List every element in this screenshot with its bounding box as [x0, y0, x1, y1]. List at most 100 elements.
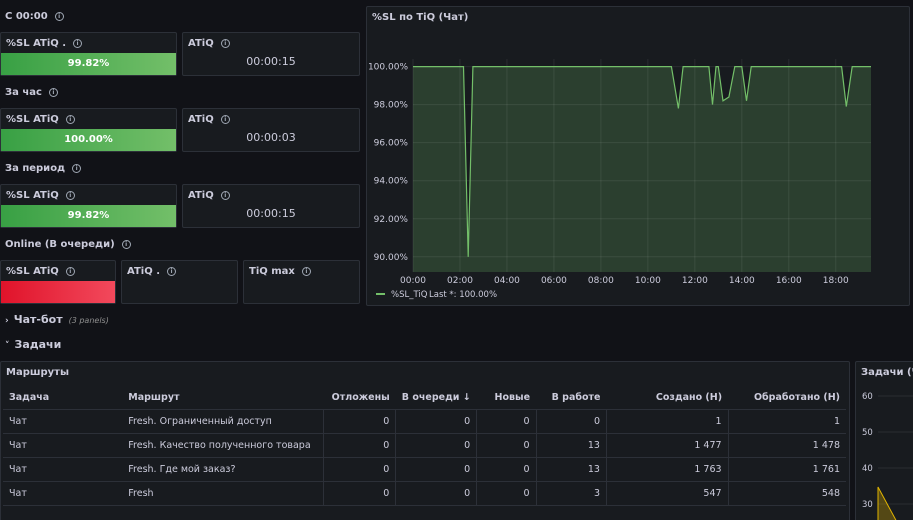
y-tick-label: 90.00%	[374, 253, 409, 263]
cell-deferred: 0	[323, 481, 396, 506]
x-tick-label: 10:00	[635, 276, 661, 286]
table-row[interactable]: Чат Fresh. Качество полученного товара 0 0 0…	[3, 433, 846, 458]
col-header-queue[interactable]: В очереди ↓	[395, 387, 477, 410]
atiq-value: 00:00:03	[246, 131, 296, 144]
stat-panel-atiq-online[interactable]: ATiQ .i	[121, 260, 238, 304]
arrow-down-icon: ↓	[462, 392, 471, 404]
cell-in-progress: 13	[535, 433, 607, 458]
routes-table-panel[interactable]: Маршруты Задача Маршрут Отложены В очере…	[0, 361, 850, 520]
y-tick-label: 92.00%	[374, 215, 409, 225]
col-header-task[interactable]: Задача	[3, 387, 123, 410]
tasks-y-tick-label: 30	[862, 500, 873, 510]
stat-panel-tiq-max[interactable]: TiQ max i	[243, 260, 360, 304]
stat-panel-atiq-r2[interactable]: ATiQ i 00:00:03	[182, 108, 360, 152]
x-tick-label: 14:00	[729, 276, 755, 286]
stat-panel-atiq-r1[interactable]: ATiQ i 00:00:15	[182, 32, 360, 76]
sl-chart-panel[interactable]: %SL по TiQ (Чат) 90.00% 92.00% 94.00% 96.00…	[366, 6, 910, 306]
chevron-right-icon: ›	[5, 316, 9, 326]
info-icon[interactable]: i	[121, 240, 131, 249]
cell-task: Чат	[3, 409, 123, 434]
tasks-y-tick-label: 40	[862, 464, 873, 474]
cell-new: 0	[476, 481, 537, 506]
x-tick-label: 12:00	[682, 276, 708, 286]
stat-panel-sl-r2[interactable]: %SL ATiQ i 100.00%	[0, 108, 177, 152]
chevron-down-icon: ˅	[5, 341, 10, 351]
info-icon[interactable]: i	[65, 267, 75, 276]
row-tasks[interactable]: ˅ Задачи	[5, 338, 62, 351]
legend-swatch	[376, 293, 385, 295]
cell-processed: 1 478	[727, 433, 846, 458]
table-row[interactable]: Чат Fresh. Ограниченный доступ 0 0 0 0 1 1	[3, 409, 846, 434]
sl-online-bar	[1, 281, 115, 303]
info-icon[interactable]: i	[65, 191, 75, 200]
atiq-value: 00:00:15	[246, 55, 296, 68]
cell-in-progress: 3	[535, 481, 607, 506]
info-icon[interactable]: i	[73, 39, 83, 48]
sl-value: 99.82%	[1, 53, 176, 75]
legend-series-name: %SL_TiQ	[391, 290, 428, 300]
chart-title: %SL по TiQ (Чат)	[372, 12, 469, 23]
tasks-chart: 60 50 40 30	[862, 392, 913, 520]
cell-in-progress: 13	[535, 457, 607, 482]
cell-queue: 0	[395, 481, 477, 506]
col-header-deferred[interactable]: Отложены	[323, 387, 396, 410]
sl-value: 99.82%	[1, 205, 176, 227]
cell-deferred: 0	[323, 457, 396, 482]
x-tick-label: 06:00	[541, 276, 567, 286]
sl-line-chart: 90.00% 92.00% 94.00% 96.00% 98.00% 100.00% 00:…	[368, 59, 871, 300]
stat-panel-sl-r3[interactable]: %SL ATiQ i 99.82%	[0, 184, 177, 228]
stat-panel-sl-online[interactable]: %SL ATiQ i	[0, 260, 116, 304]
cell-new: 0	[476, 409, 537, 434]
info-icon[interactable]: i	[65, 115, 75, 124]
cell-processed: 1	[727, 409, 846, 434]
y-tick-label: 100.00%	[368, 63, 408, 73]
y-tick-label: 98.00%	[374, 101, 409, 111]
col-header-route[interactable]: Маршрут	[122, 387, 324, 410]
info-icon[interactable]: i	[220, 191, 230, 200]
series-line-sl-tiq	[413, 65, 871, 257]
cell-deferred: 0	[323, 409, 396, 434]
col-header-new[interactable]: Новые	[476, 387, 537, 410]
cell-deferred: 0	[323, 433, 396, 458]
section-last-hour: За час i	[5, 87, 58, 98]
cell-created: 547	[605, 481, 729, 506]
row-chatbot[interactable]: › Чат-бот (3 panels)	[5, 313, 109, 326]
cell-route: Fresh. Ограниченный доступ	[122, 409, 324, 434]
info-icon[interactable]: i	[220, 115, 230, 124]
section-online: Online (В очереди) i	[5, 239, 131, 250]
cell-queue: 0	[395, 457, 477, 482]
info-icon[interactable]: i	[301, 267, 311, 276]
table-header-row: Задача Маршрут Отложены В очереди ↓ Новы…	[3, 387, 846, 410]
y-tick-label: 94.00%	[374, 177, 409, 187]
y-tick-label: 96.00%	[374, 139, 409, 149]
cell-task: Чат	[3, 457, 123, 482]
x-tick-label: 18:00	[823, 276, 849, 286]
info-icon[interactable]: i	[54, 12, 64, 21]
stat-panel-sl-r1[interactable]: %SL ATiQ .i 99.82%	[0, 32, 177, 76]
table-row[interactable]: Чат Fresh. Где мой заказ? 0 0 0 13 1 763 1 761	[3, 457, 846, 482]
tasks-y-tick-label: 60	[862, 392, 873, 402]
cell-created: 1	[605, 409, 729, 434]
cell-new: 0	[476, 457, 537, 482]
col-header-processed[interactable]: Обработано (Н)	[728, 387, 846, 410]
stat-panel-atiq-r3[interactable]: ATiQ i 00:00:15	[182, 184, 360, 228]
cell-queue: 0	[395, 409, 477, 434]
info-icon[interactable]: i	[48, 88, 58, 97]
info-icon[interactable]: i	[220, 39, 230, 48]
tasks-chart-panel[interactable]: Задачи (Ча 60 50 40 30	[855, 361, 913, 520]
col-header-in-progress[interactable]: В работе	[536, 387, 607, 410]
cell-route: Fresh. Качество полученного товара	[122, 433, 324, 458]
cell-task: Чат	[3, 481, 123, 506]
cell-new: 0	[476, 433, 537, 458]
info-icon[interactable]: i	[72, 164, 82, 173]
info-icon[interactable]: i	[167, 267, 176, 276]
series-area	[413, 66, 871, 272]
table-row[interactable]: Чат Fresh 0 0 0 3 547 548	[3, 481, 846, 506]
col-header-created[interactable]: Создано (Н)	[606, 387, 729, 410]
cell-task: Чат	[3, 433, 123, 458]
cell-route: Fresh. Где мой заказ?	[122, 457, 324, 482]
x-tick-label: 08:00	[588, 276, 614, 286]
cell-queue: 0	[395, 433, 477, 458]
cell-processed: 1 761	[727, 457, 846, 482]
tasks-y-tick-label: 50	[862, 428, 873, 438]
